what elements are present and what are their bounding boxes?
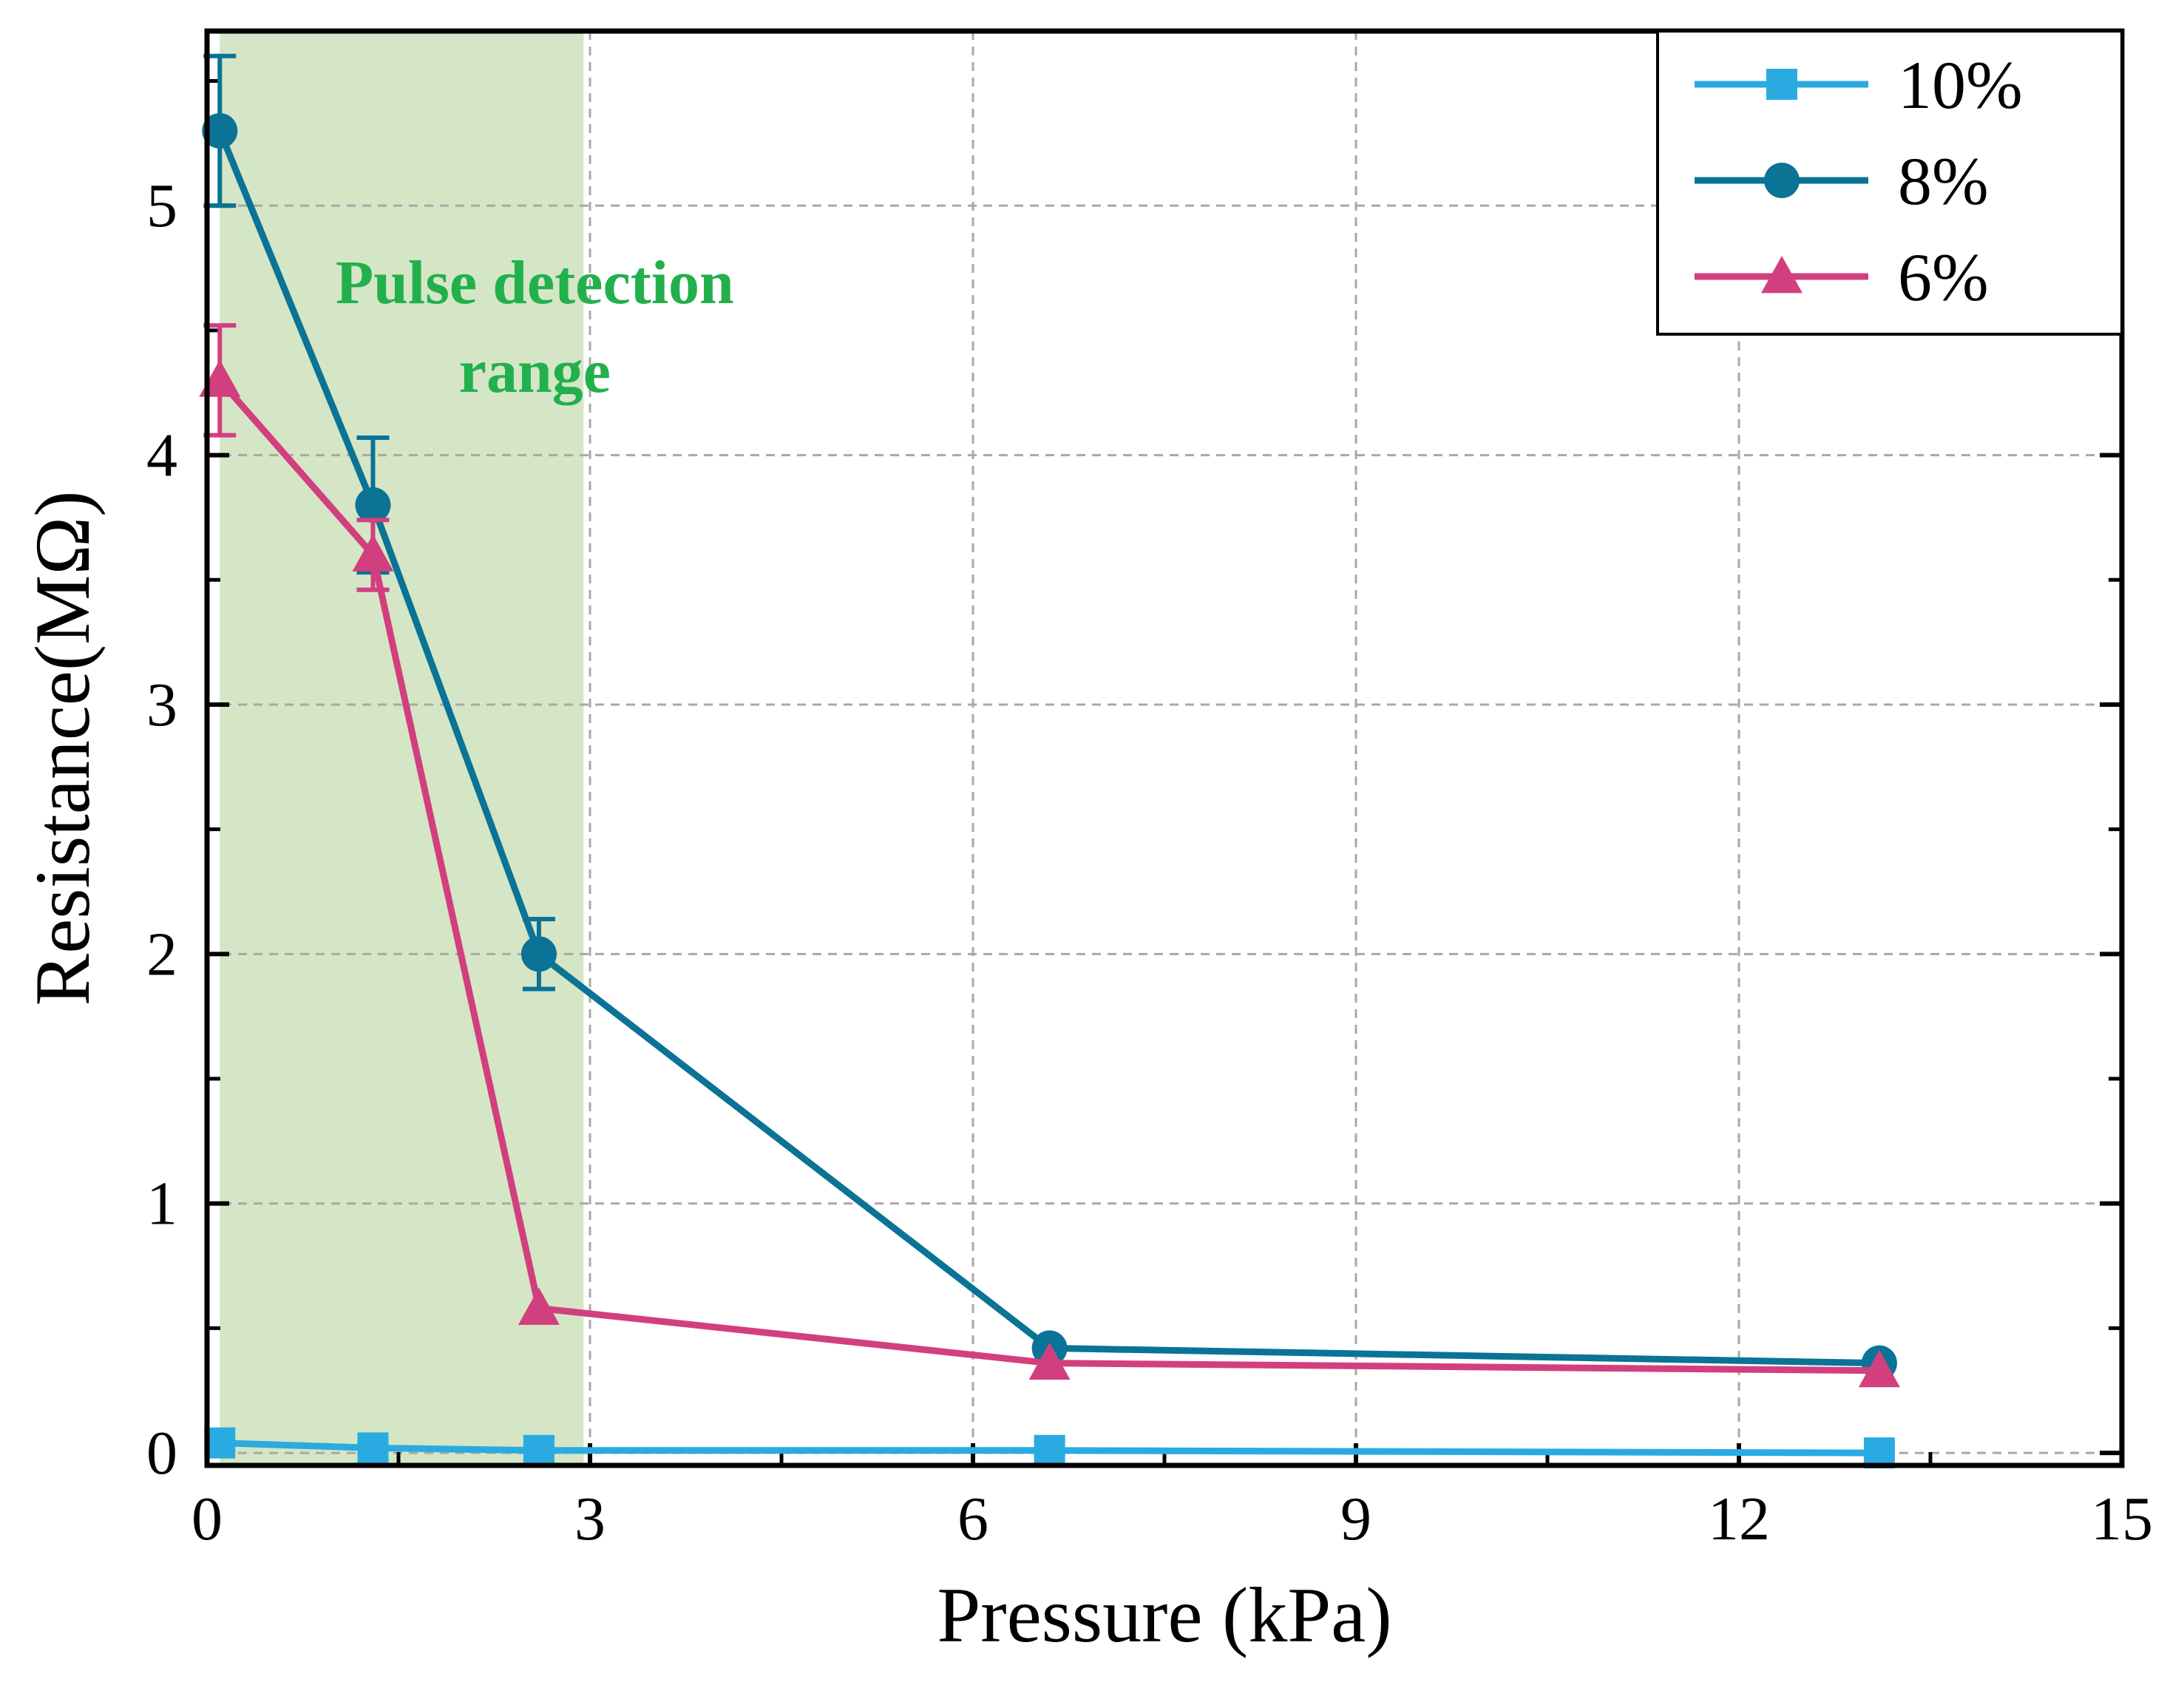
x-tick-label: 3 (574, 1485, 606, 1553)
data-point (1858, 1349, 1900, 1388)
y-tick-label: 1 (146, 1170, 177, 1238)
y-tick-label: 5 (146, 172, 177, 240)
x-tick-label: 15 (2091, 1485, 2153, 1553)
legend-label: 10% (1898, 47, 2023, 123)
legend-marker (1766, 69, 1797, 100)
y-tick-label: 2 (146, 920, 177, 989)
data-point (1034, 1434, 1065, 1466)
x-tick-label: 12 (1708, 1485, 1770, 1553)
data-point (355, 487, 391, 523)
series-8pct (202, 53, 1897, 1381)
y-tick-label: 3 (146, 671, 177, 739)
region-label-line1: Pulse detection (336, 248, 734, 317)
data-point (1028, 1342, 1071, 1380)
y-tick-label: 0 (146, 1419, 177, 1488)
y-tick-label: 4 (146, 421, 177, 490)
y-axis-title: Resistance(MΩ) (19, 491, 106, 1006)
data-point (518, 1287, 560, 1325)
region-label-line2: range (459, 337, 611, 406)
x-tick-label: 0 (191, 1485, 223, 1553)
data-point (520, 936, 557, 972)
series-6pct (199, 323, 1900, 1388)
legend-label: 8% (1898, 143, 1989, 219)
legend-label: 6% (1898, 240, 1989, 315)
x-tick-label: 9 (1340, 1485, 1371, 1553)
series-layer (199, 53, 1900, 1469)
plot-frame (204, 28, 2125, 1468)
data-point (357, 1432, 389, 1464)
legend-marker (1764, 163, 1800, 198)
x-tick-label: 6 (957, 1485, 988, 1553)
legend: 10% 8% 6% (1656, 30, 2123, 336)
x-axis-title: Pressure (kPa) (937, 1572, 1391, 1658)
data-point (202, 112, 238, 149)
data-point (352, 534, 394, 572)
legend-marker (1761, 256, 1803, 294)
data-point (523, 1434, 555, 1466)
